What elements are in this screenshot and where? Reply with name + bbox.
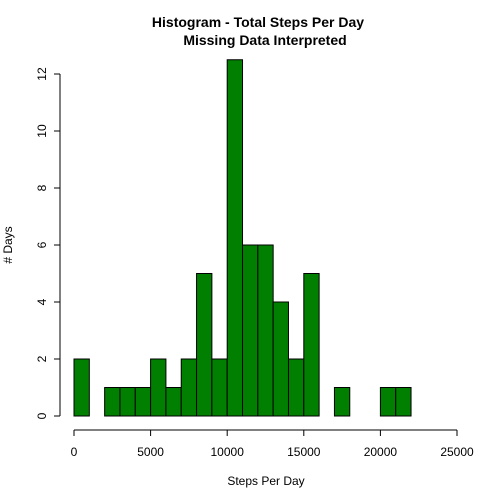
y-axis: 0 2 4 6 8 10 12 <box>35 67 61 419</box>
x-axis-label: Steps Per Day <box>227 474 304 488</box>
histogram-bar <box>104 387 121 417</box>
histogram-bar <box>150 358 167 417</box>
y-tick-label: 6 <box>35 241 49 248</box>
x-tick-label: 20000 <box>364 445 398 459</box>
x-tick-label: 10000 <box>211 445 245 459</box>
histogram-bar <box>242 244 259 417</box>
histogram-bar <box>395 387 412 417</box>
x-tick-label: 5000 <box>137 445 164 459</box>
histogram-bar <box>73 358 90 417</box>
y-tick-label: 4 <box>35 298 49 305</box>
histogram-bar <box>287 358 305 417</box>
histogram-bar <box>211 358 228 417</box>
histogram-bar <box>180 358 198 417</box>
bars-group <box>73 59 412 417</box>
histogram-bar <box>272 301 289 417</box>
x-tick-label: 25000 <box>440 445 474 459</box>
y-tick-label: 10 <box>35 124 49 138</box>
histogram-bar <box>165 387 182 417</box>
histogram-bar <box>134 387 152 417</box>
y-axis-label: # Days <box>1 226 15 263</box>
y-tick-label: 12 <box>35 67 49 81</box>
x-axis: 0 5000 10000 15000 20000 25000 <box>71 429 474 459</box>
histogram-bar <box>226 59 244 417</box>
histogram-bar <box>333 387 351 417</box>
histogram-bar <box>119 387 136 417</box>
x-tick-label: 0 <box>71 445 78 459</box>
histogram-bar <box>196 273 213 417</box>
histogram-bar <box>303 273 320 417</box>
histogram-bar <box>379 387 397 417</box>
histogram-bar <box>257 244 274 417</box>
y-tick-label: 0 <box>35 412 49 419</box>
x-tick-label: 15000 <box>287 445 321 459</box>
y-tick-label: 2 <box>35 355 49 362</box>
chart-title: Histogram - Total Steps Per Day <box>152 14 364 30</box>
chart-subtitle: Missing Data Interpreted <box>183 32 346 48</box>
y-tick-label: 8 <box>35 184 49 191</box>
